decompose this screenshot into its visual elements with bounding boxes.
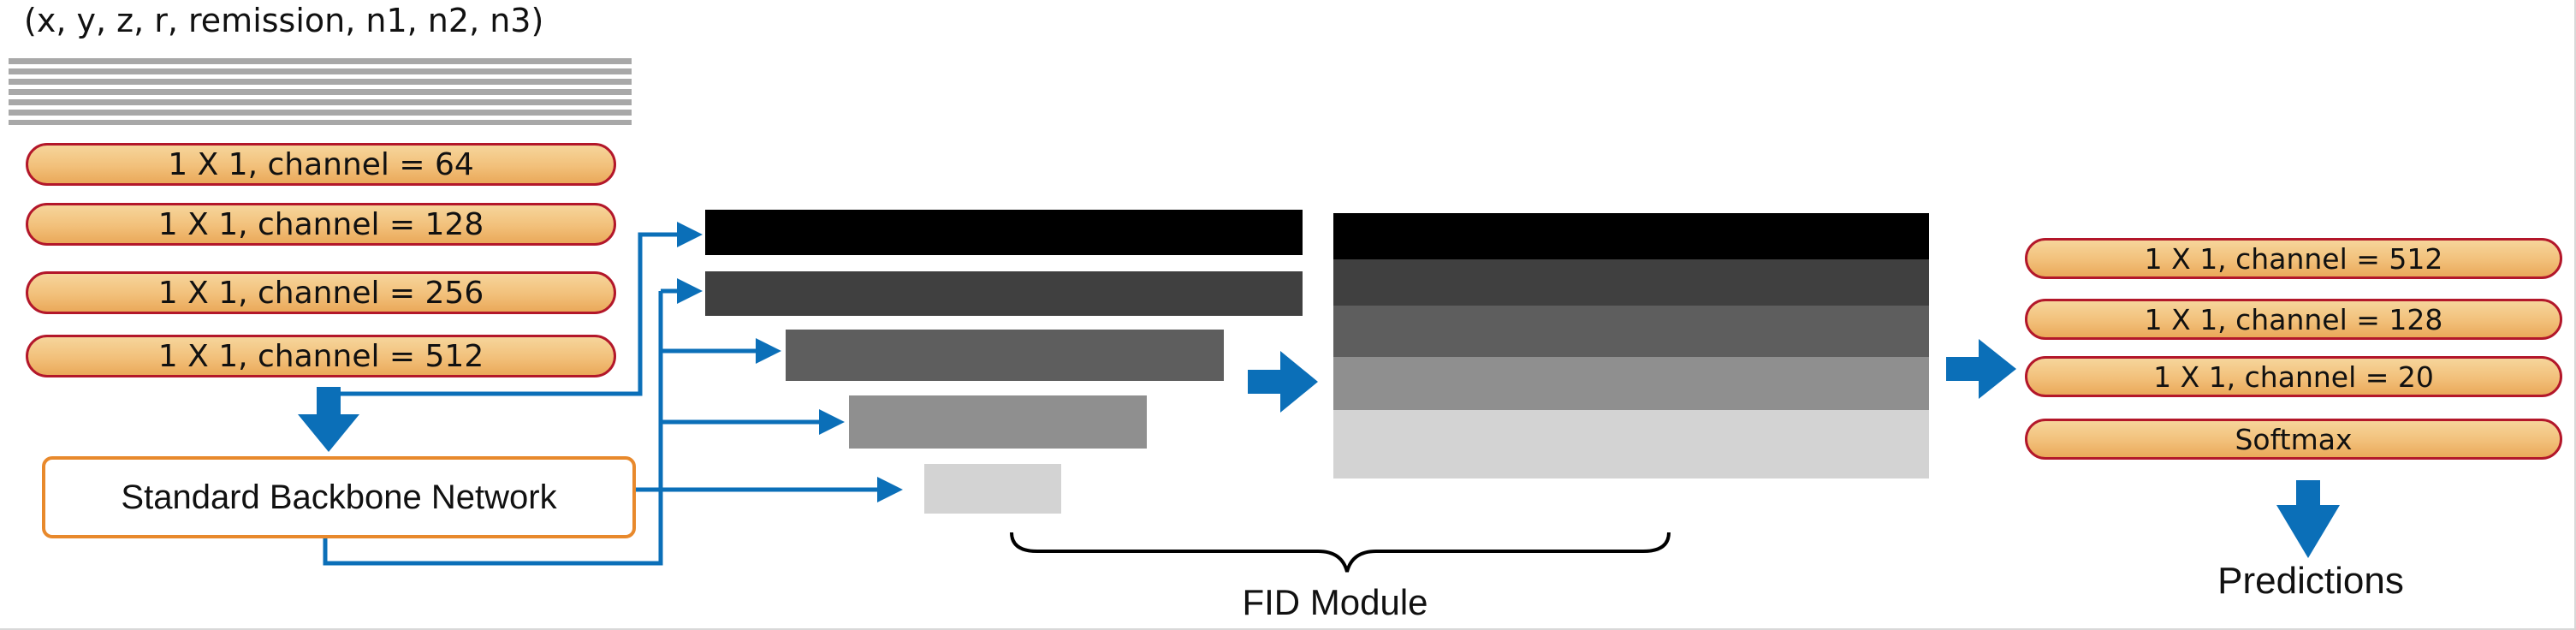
- encoder-layer-64: 1 X 1, channel = 64: [26, 143, 616, 186]
- backbone-network-label: Standard Backbone Network: [121, 478, 557, 516]
- encoder-layer-128: 1 X 1, channel = 128: [26, 203, 616, 246]
- down-arrow-icon-2: [2276, 480, 2340, 558]
- head-layer-20: 1 X 1, channel = 20: [2025, 356, 2562, 397]
- backbone-network-box: Standard Backbone Network: [42, 456, 636, 538]
- fused-level-5: [1333, 410, 1929, 478]
- fid-brace: [1010, 532, 1671, 573]
- fused-level-2: [1333, 259, 1929, 307]
- predictions-label: Predictions: [2217, 560, 2404, 602]
- fused-level-3: [1333, 306, 1929, 359]
- head-layer-512: 1 X 1, channel = 512: [2025, 238, 2562, 279]
- feature-map-level-3: [786, 330, 1224, 381]
- right-arrow-icon-2: [1946, 339, 2016, 399]
- fused-level-4: [1333, 357, 1929, 412]
- feature-map-level-2: [705, 271, 1303, 316]
- encoder-layer-256: 1 X 1, channel = 256: [26, 271, 616, 314]
- down-arrow-icon: [298, 387, 359, 452]
- input-features-label: (x, y, z, r, remission, n1, n2, n3): [24, 2, 544, 39]
- backbone-route-line: [323, 291, 663, 566]
- encoder-route-line: [341, 222, 703, 396]
- fid-module-label: FID Module: [1242, 582, 1428, 622]
- right-arrow-icon: [1248, 351, 1318, 413]
- feature-map-level-5: [924, 464, 1061, 514]
- feature-map-level-1: [705, 210, 1303, 255]
- head-layer-128: 1 X 1, channel = 128: [2025, 299, 2562, 340]
- fused-level-1: [1333, 213, 1929, 261]
- feature-map-level-4: [849, 395, 1147, 449]
- encoder-layer-512: 1 X 1, channel = 512: [26, 335, 616, 377]
- head-softmax: Softmax: [2025, 419, 2562, 460]
- input-point-stack: [9, 58, 632, 125]
